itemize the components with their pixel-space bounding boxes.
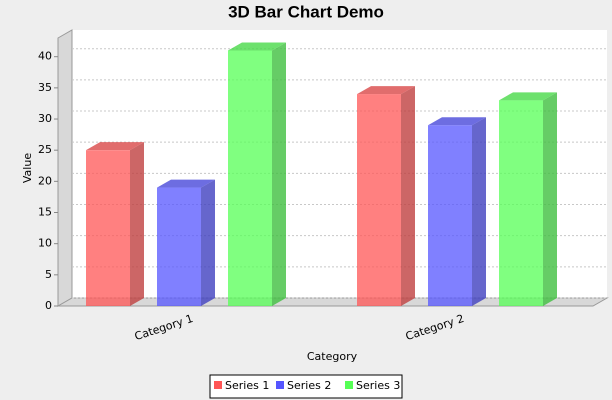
y-tick-label: 40 [38,50,52,63]
bar [357,94,401,307]
bar-side [472,117,486,306]
bar-side [201,179,215,306]
legend-label: Series 3 [356,379,400,392]
bar-side [130,142,144,306]
bar [228,50,272,306]
legend-label: Series 2 [287,379,331,392]
chart-title: 3D Bar Chart Demo [228,2,384,21]
bar [499,100,543,306]
bar-top [86,142,144,151]
y-axis-label: Value [21,153,34,183]
bar [428,125,472,306]
legend-swatch [276,381,284,389]
legend-swatch [214,381,222,389]
y-tick-label: 30 [38,112,52,125]
y-tick-label: 25 [38,143,52,156]
left-wall [57,29,73,307]
y-tick-label: 10 [38,237,52,250]
bar [86,150,130,306]
bar-side [543,92,557,306]
bar-top [157,179,215,188]
bar-top [357,86,415,95]
bar-top [428,117,486,126]
bar [157,187,201,306]
y-tick-label: 0 [45,299,52,312]
bar-top [499,92,557,101]
bar-top [228,42,286,51]
y-tick-label: 15 [38,206,52,219]
x-axis-label: Category [307,350,358,363]
y-tick-label: 35 [38,81,52,94]
legend-swatch [345,381,353,389]
bar-side [272,42,286,306]
legend [209,374,403,399]
legend-label: Series 1 [225,379,269,392]
y-tick-label: 5 [45,268,52,281]
bar-side [401,86,415,307]
y-tick-label: 20 [38,174,52,187]
